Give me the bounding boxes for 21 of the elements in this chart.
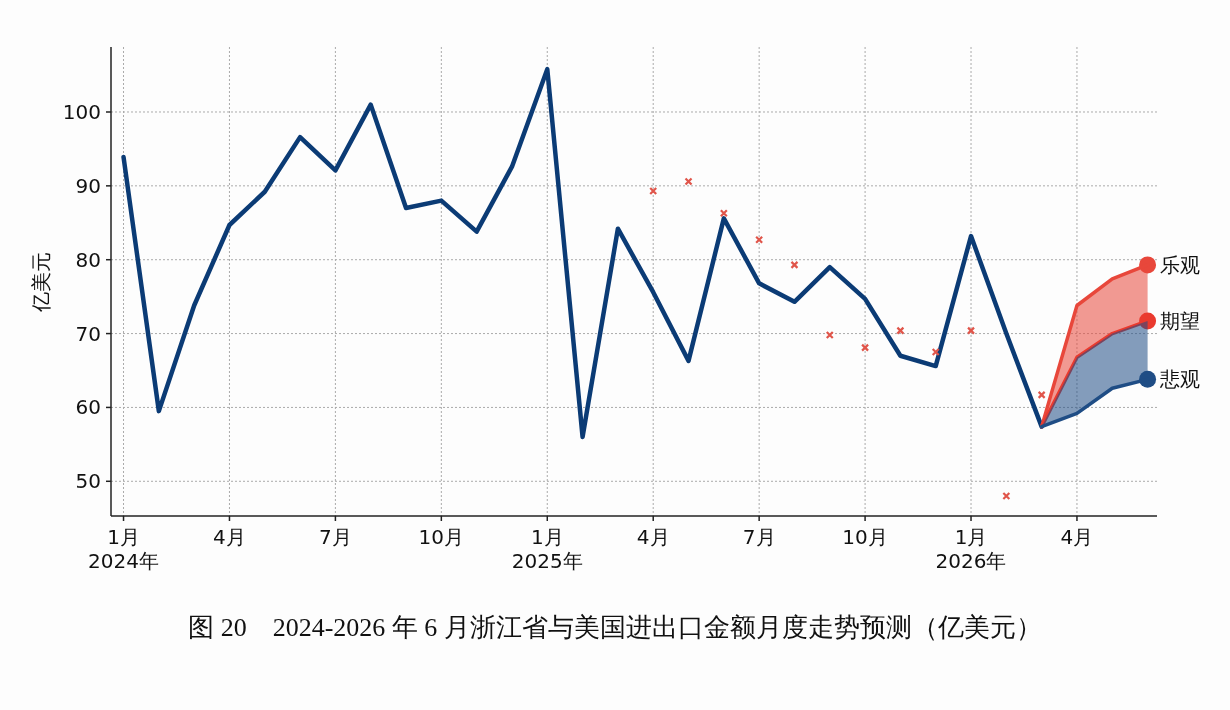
x-tick-label: 10月 [842,525,888,549]
y-tick-label: 60 [75,395,101,420]
x-tick-label: 4月 [636,525,670,549]
x-tick-label: 1月 2024年 [88,525,159,573]
y-tick-label: 90 [75,173,101,198]
x-tick-label: 7月 [742,525,776,549]
x-tick-label: 1月 2026年 [935,525,1007,573]
x-tick-label: 7月 [319,525,352,549]
x-tick-label: 4月 [213,525,246,549]
y-tick-label: 100 [62,100,101,124]
series-label: 乐观 [1159,252,1200,277]
y-tick-label: 70 [75,321,101,346]
y-axis-title: 亿美元 [29,251,53,313]
x-tick-label: 1月 2025年 [511,525,583,573]
series-label: 期望 [1159,309,1200,334]
y-tick-label: 80 [75,247,101,272]
text: 图 20 2024-2026 年 6 月浙江省与美国进出口金额月度走势预测（亿美元） [188,613,1042,642]
x-tick-label: 4月 [1060,525,1094,549]
x-tick-label: 10月 [418,525,465,549]
series-label: 悲观 [1158,367,1200,392]
y-tick-label: 50 [75,469,101,494]
